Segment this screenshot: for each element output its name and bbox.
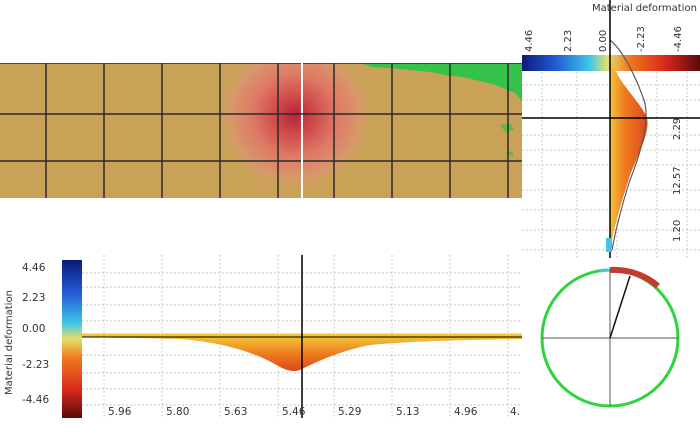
right-scale-label: -2.23 xyxy=(636,26,647,52)
deformation-circle-panel[interactable] xyxy=(530,262,700,430)
right-axis-label: 1.20 xyxy=(672,220,683,242)
bottom-axis-label: 5.80 xyxy=(166,406,189,418)
bottom-axis-label: 5.46 xyxy=(282,406,306,418)
deformation-needle xyxy=(609,275,631,339)
horizontal-profile-ylabel: Material deformation xyxy=(4,290,15,395)
vertical-profile-line xyxy=(609,39,647,251)
crack-region xyxy=(360,63,522,101)
surface-grid xyxy=(0,62,522,198)
bottom-scale-label: 4.46 xyxy=(22,262,46,274)
bottom-scale-label: 2.23 xyxy=(22,292,45,304)
bottom-colorbar xyxy=(62,260,82,418)
vertical-profile-shape xyxy=(610,55,648,240)
bottom-axis-label: 5.96 xyxy=(108,406,132,418)
right-scale-label: 2.23 xyxy=(563,30,574,52)
right-axis-label: 2.29 xyxy=(672,118,683,140)
right-scale-label: 0.00 xyxy=(598,30,609,52)
bottom-scale-label: 0.00 xyxy=(22,323,45,335)
bottom-axis-label: 5.29 xyxy=(338,406,361,418)
vertical-profile-panel[interactable]: Material deformation 4.46 2.23 0.00 -2.23 -4… xyxy=(522,0,700,258)
bottom-scale-label: -4.46 xyxy=(22,394,49,406)
right-axis-label: 12.57 xyxy=(672,166,683,195)
right-scale-label: -4.46 xyxy=(673,26,684,52)
deformation-arc xyxy=(609,266,660,289)
bottom-axis-label: 4. xyxy=(510,406,520,418)
material-surface-view[interactable] xyxy=(0,48,522,198)
vertical-profile-title: Material deformation xyxy=(592,3,697,14)
deformation-circle-svg xyxy=(540,266,680,408)
bottom-scale-label: -2.23 xyxy=(22,359,49,371)
surface-svg xyxy=(0,48,522,198)
bottom-axis-label: 5.13 xyxy=(396,406,419,418)
vertical-profile-svg: Material deformation 4.46 2.23 0.00 -2.23 -4… xyxy=(522,0,700,258)
horizontal-profile-svg: Material deformation 4.46 2.23 0.00 -2.23 -4… xyxy=(4,255,522,418)
horizontal-profile-panel[interactable]: Material deformation 4.46 2.23 0.00 -2.23 -4… xyxy=(0,255,522,430)
bottom-axis-label: 5.63 xyxy=(224,406,247,418)
bottom-axis-label: 4.96 xyxy=(454,406,478,418)
right-scale-label: 4.46 xyxy=(524,30,535,52)
vertical-profile-tail xyxy=(606,238,612,252)
